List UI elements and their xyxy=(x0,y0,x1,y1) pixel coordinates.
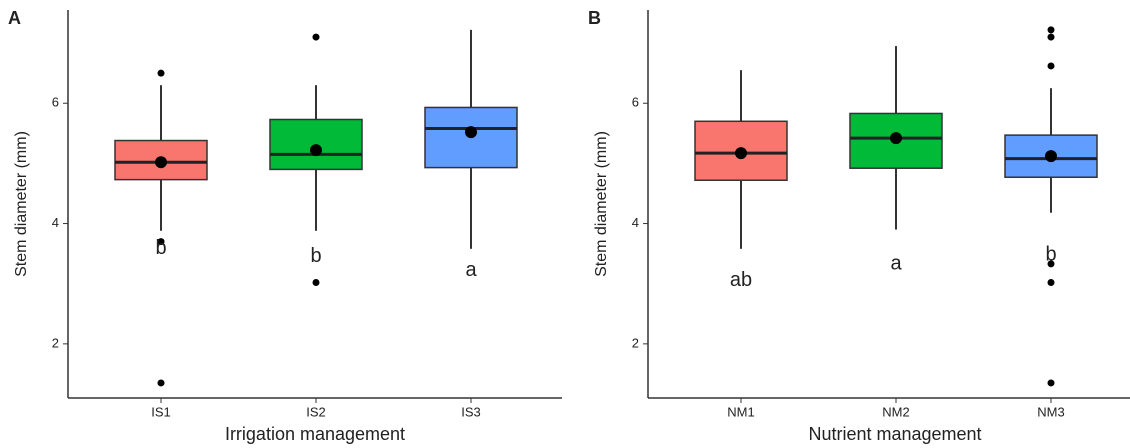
significance-letter: b xyxy=(310,245,321,267)
y-tick-label: 6 xyxy=(632,95,639,110)
outlier xyxy=(1047,279,1055,287)
outlier xyxy=(157,69,165,77)
x-axis-label: Nutrient management xyxy=(808,424,981,444)
outlier xyxy=(1047,33,1055,41)
significance-letter: b xyxy=(155,237,166,259)
y-tick-label: 2 xyxy=(52,335,59,350)
outlier xyxy=(1047,379,1055,387)
x-axis-label: Irrigation management xyxy=(225,424,405,444)
y-axis-label: Stem diameter (mm) xyxy=(13,131,30,277)
y-axis-label: Stem diameter (mm) xyxy=(593,131,610,277)
significance-letter: a xyxy=(465,259,477,281)
x-tick-label: NM3 xyxy=(1037,404,1064,419)
y-tick-label: 6 xyxy=(52,95,59,110)
box-group: b xyxy=(269,33,363,287)
x-tick-label: NM2 xyxy=(882,404,909,419)
x-tick-label: NM1 xyxy=(727,404,754,419)
outlier xyxy=(312,279,320,287)
x-tick-label: IS2 xyxy=(306,404,326,419)
y-tick-label: 4 xyxy=(632,215,639,230)
mean xyxy=(1045,150,1057,163)
outlier xyxy=(1047,26,1055,34)
y-tick-label: 4 xyxy=(52,215,59,230)
mean xyxy=(310,144,322,157)
outlier xyxy=(157,379,165,387)
outlier xyxy=(1047,62,1055,70)
box-group: a xyxy=(424,29,518,281)
x-tick-label: IS3 xyxy=(461,404,481,419)
outlier xyxy=(312,33,320,41)
x-tick-label: IS1 xyxy=(151,404,171,419)
box-group: a xyxy=(849,46,943,275)
y-tick-label: 2 xyxy=(632,335,639,350)
box-group: b xyxy=(1004,26,1098,387)
mean xyxy=(890,132,902,145)
outlier xyxy=(1047,260,1055,268)
outlier xyxy=(157,238,165,246)
panel-label: A xyxy=(8,8,21,28)
box-group: b xyxy=(114,69,208,387)
significance-letter: b xyxy=(1045,244,1056,266)
mean xyxy=(155,156,167,169)
box-group: ab xyxy=(694,70,788,291)
significance-letter: ab xyxy=(730,269,752,291)
mean xyxy=(735,147,747,160)
significance-letter: a xyxy=(890,253,902,275)
mean xyxy=(465,126,477,139)
panel-label: B xyxy=(588,8,601,28)
